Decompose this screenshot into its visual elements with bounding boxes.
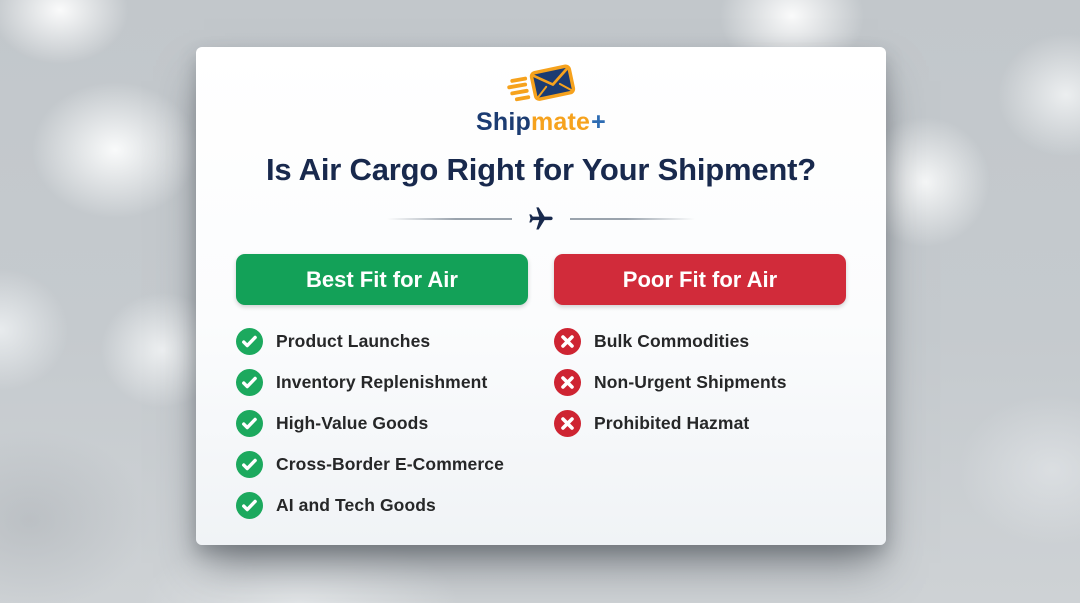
check-icon <box>236 369 263 396</box>
divider-line <box>570 218 695 220</box>
list-item-label: Product Launches <box>276 331 431 351</box>
x-icon <box>554 410 581 437</box>
airplane-icon <box>529 207 553 230</box>
list-item: AI and Tech Goods <box>236 485 528 526</box>
check-icon <box>236 410 263 437</box>
comparison-columns: Best Fit for Air Product Launches Invento… <box>196 254 886 526</box>
list-item: Prohibited Hazmat <box>554 403 846 444</box>
column-best-fit: Best Fit for Air Product Launches Invento… <box>236 254 528 526</box>
list-item: Bulk Commodities <box>554 321 846 362</box>
list-item-label: Inventory Replenishment <box>276 372 488 392</box>
divider <box>387 205 695 233</box>
logo: Shipmate+ <box>476 61 606 137</box>
check-icon <box>236 492 263 519</box>
logo-plus-text: + <box>591 108 606 136</box>
page-title: Is Air Cargo Right for Your Shipment? <box>265 152 817 187</box>
x-icon <box>554 328 581 355</box>
list-item: Cross-Border E-Commerce <box>236 444 528 485</box>
logo-mate-text: mate <box>530 108 591 136</box>
poor-fit-header-button[interactable]: Poor Fit for Air <box>554 254 846 305</box>
best-fit-list: Product Launches Inventory Replenishment H… <box>236 321 528 526</box>
list-item: Non-Urgent Shipments <box>554 362 846 403</box>
logo-ship-text: Ship <box>476 108 531 136</box>
infographic-card: Shipmate+ Is Air Cargo Right for Your Sh… <box>196 47 886 545</box>
list-item-label: Non-Urgent Shipments <box>594 372 787 392</box>
envelope-icon <box>507 64 576 102</box>
list-item-label: Bulk Commodities <box>594 331 750 351</box>
poor-fit-list: Bulk Commodities Non-Urgent Shipments Proh… <box>554 321 846 444</box>
logo-wordmark: Shipmate+ <box>476 108 606 137</box>
list-item: Inventory Replenishment <box>236 362 528 403</box>
list-item: High-Value Goods <box>236 403 528 444</box>
best-fit-header-button[interactable]: Best Fit for Air <box>236 254 528 305</box>
x-icon <box>554 369 581 396</box>
list-item-label: Cross-Border E-Commerce <box>276 454 504 474</box>
list-item-label: AI and Tech Goods <box>276 495 436 515</box>
list-item: Product Launches <box>236 321 528 362</box>
list-item-label: High-Value Goods <box>276 413 429 433</box>
column-poor-fit: Poor Fit for Air Bulk Commodities Non-Urg… <box>554 254 846 526</box>
list-item-label: Prohibited Hazmat <box>594 413 750 433</box>
divider-line <box>387 218 512 220</box>
check-icon <box>236 451 263 478</box>
check-icon <box>236 328 263 355</box>
